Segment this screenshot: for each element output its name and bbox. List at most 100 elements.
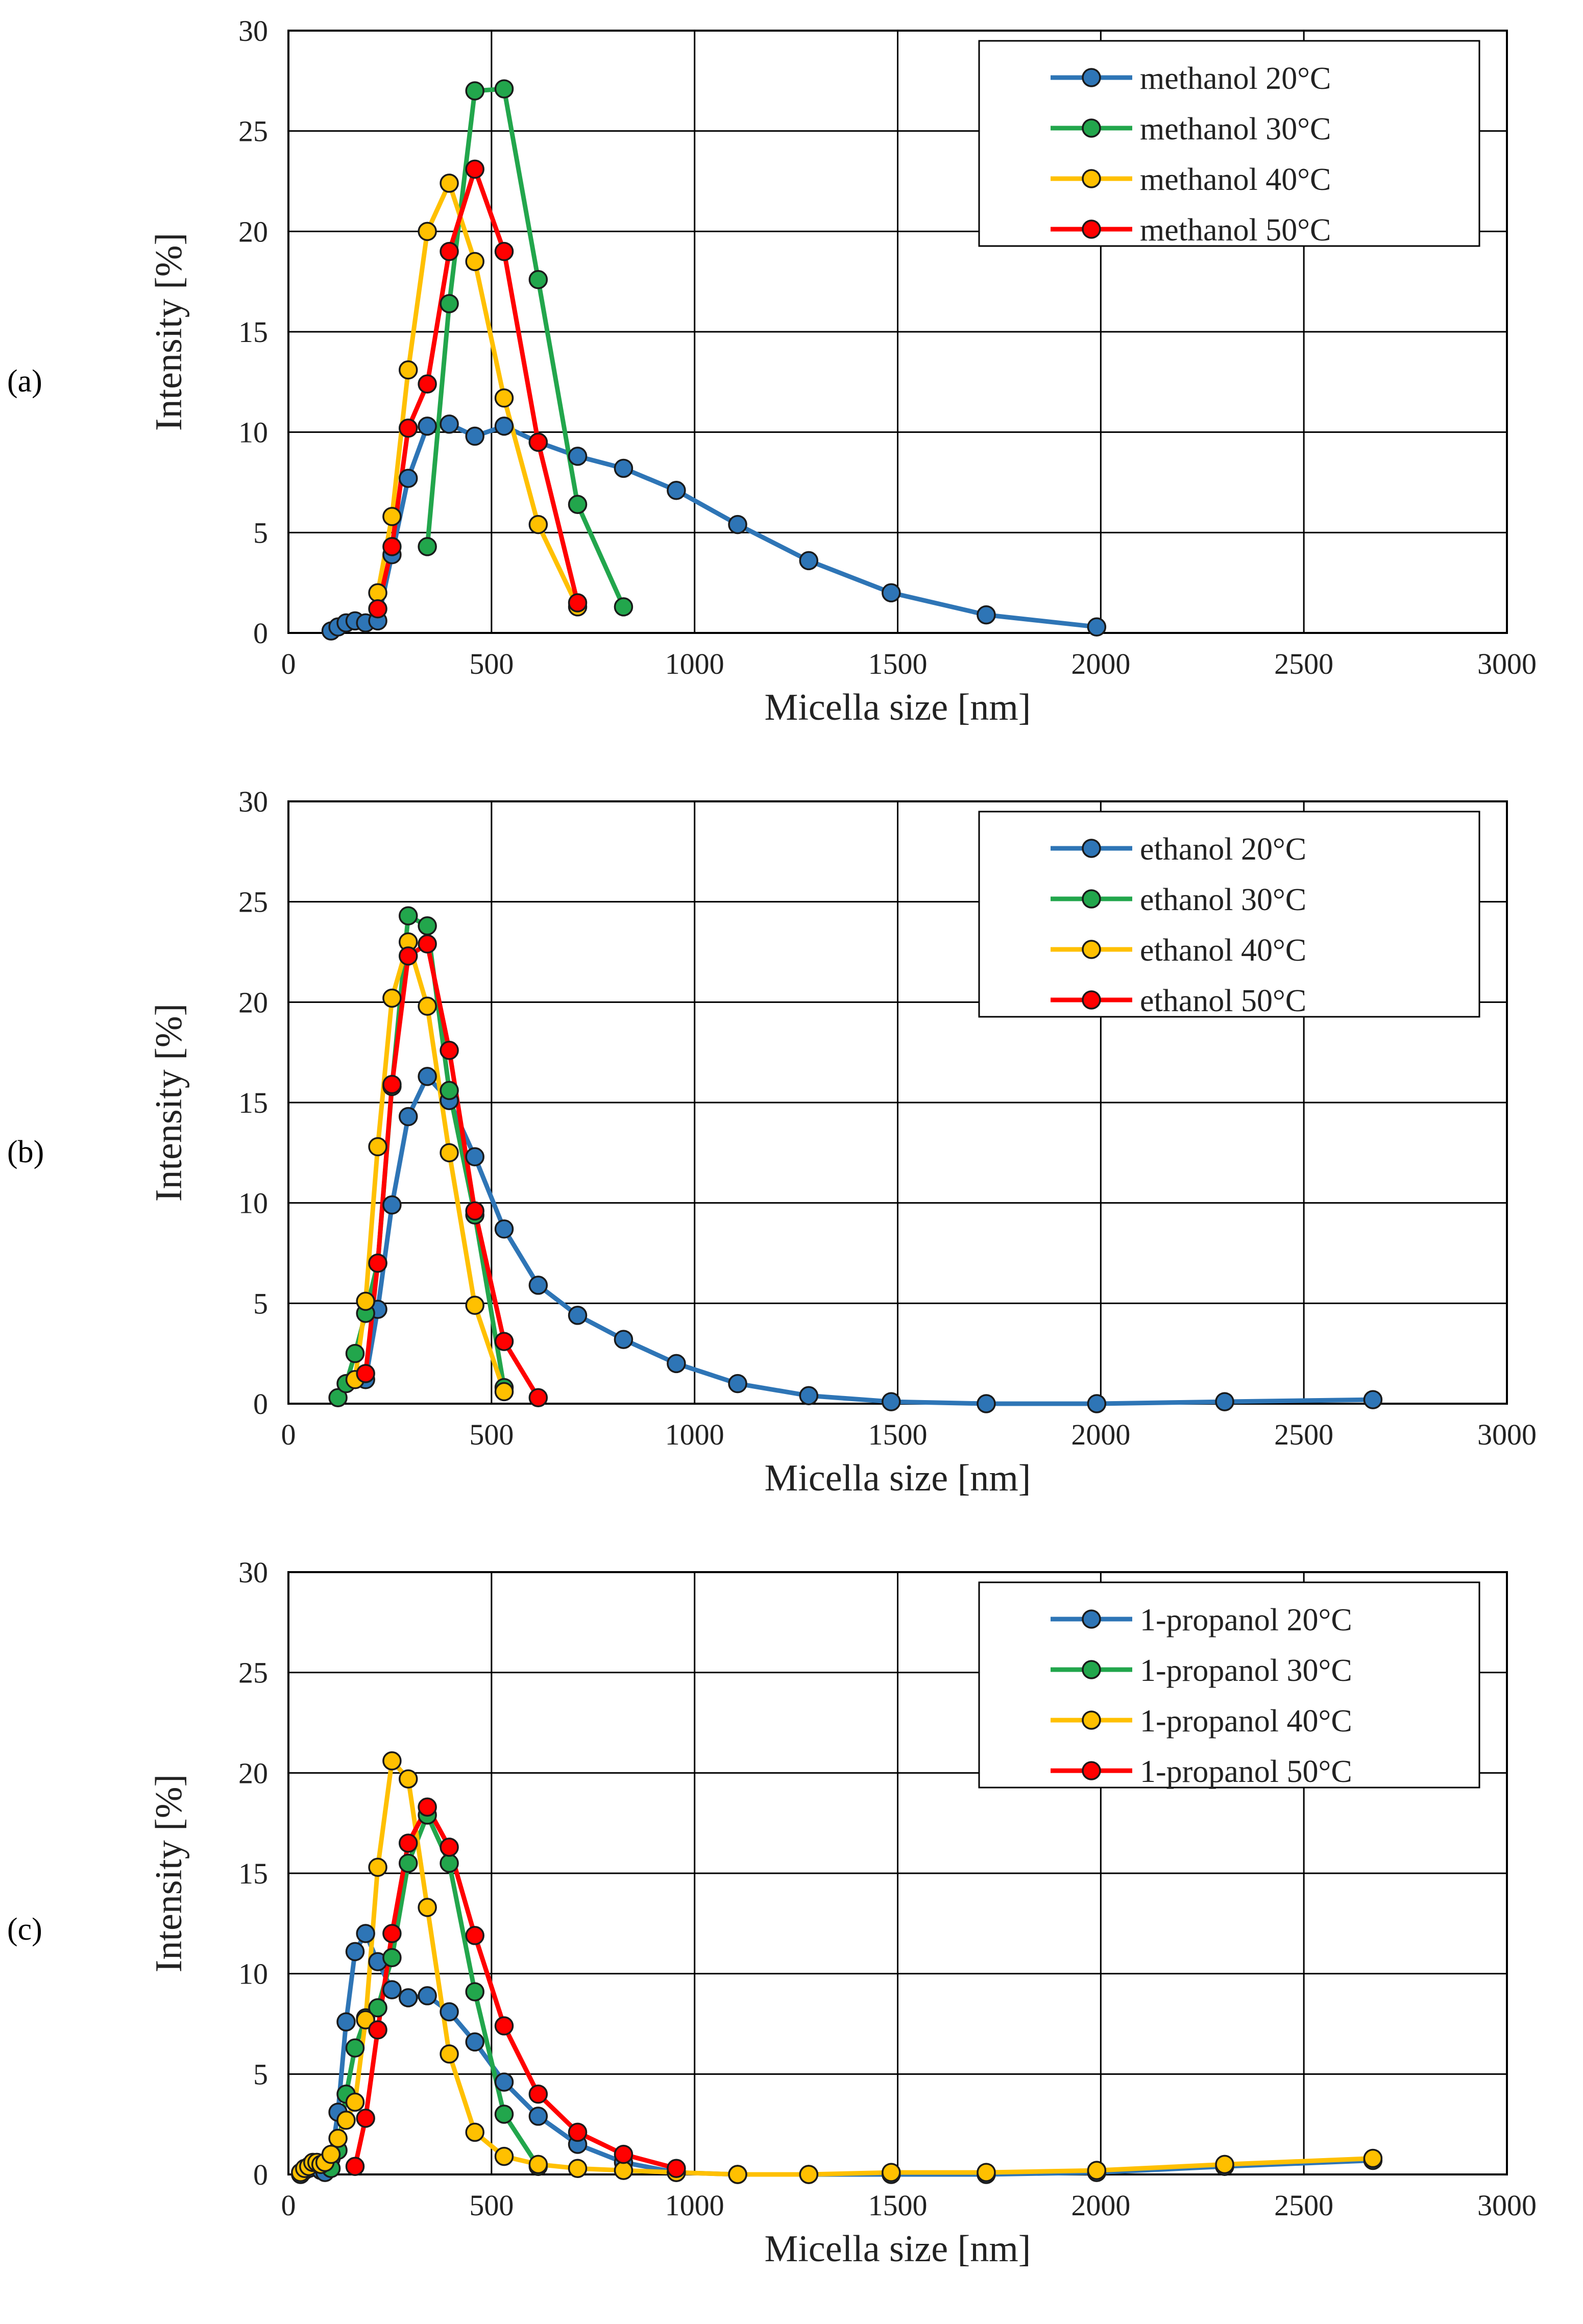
legend-swatch-marker xyxy=(1082,118,1101,138)
data-point xyxy=(418,222,437,241)
x-tick-label: 2500 xyxy=(1274,2189,1333,2222)
y-tick-label: 15 xyxy=(238,1857,268,1890)
legend-entry-label: ethanol 30°C xyxy=(1140,883,1306,917)
legend-swatch-marker xyxy=(1082,1609,1101,1629)
data-point xyxy=(418,374,437,394)
data-point xyxy=(465,252,484,272)
data-point xyxy=(494,2146,514,2166)
data-point xyxy=(568,495,588,515)
panel-label-c: (c) xyxy=(7,1912,42,1947)
data-point xyxy=(667,1354,686,1374)
data-point xyxy=(382,1924,402,1943)
panel-label-a: (a) xyxy=(7,364,42,399)
legend-swatch-marker xyxy=(1082,1710,1101,1730)
data-point xyxy=(345,2038,365,2058)
x-tick-label: 1500 xyxy=(868,2189,928,2222)
x-tick-label: 500 xyxy=(469,2189,514,2222)
data-point xyxy=(494,1219,514,1239)
data-point xyxy=(465,159,484,179)
x-tick-label: 1000 xyxy=(665,2189,724,2222)
data-point xyxy=(568,447,588,466)
data-point xyxy=(528,515,548,534)
legend-swatch-marker xyxy=(1082,169,1101,188)
y-tick-label: 5 xyxy=(253,1287,268,1320)
data-point xyxy=(614,1330,634,1349)
data-point xyxy=(398,946,418,966)
data-point xyxy=(528,1388,548,1407)
y-tick-label: 5 xyxy=(253,2058,268,2091)
x-tick-label: 2000 xyxy=(1071,647,1130,680)
data-point xyxy=(977,605,996,625)
data-point xyxy=(465,1926,484,1945)
x-tick-label: 2000 xyxy=(1071,2189,1130,2222)
data-point xyxy=(345,1942,365,1962)
x-axis-title: Micella size [nm] xyxy=(765,1457,1031,1499)
data-point xyxy=(440,2002,459,2022)
data-point xyxy=(882,1392,901,1411)
data-point xyxy=(528,432,548,452)
legend-box xyxy=(978,811,1480,1018)
x-tick-label: 3000 xyxy=(1477,2189,1537,2222)
data-point xyxy=(667,2159,686,2178)
legend-entry-label: ethanol 40°C xyxy=(1140,933,1306,968)
legend-swatch-marker xyxy=(1082,1660,1101,1679)
legend-entry-label: 1-propanol 30°C xyxy=(1140,1653,1352,1688)
data-point xyxy=(494,417,514,436)
data-point xyxy=(345,2157,365,2176)
data-point xyxy=(440,1143,459,1163)
data-point xyxy=(356,2109,375,2128)
data-point xyxy=(418,1898,437,1917)
data-point xyxy=(418,916,437,936)
x-tick-label: 0 xyxy=(281,1418,296,1451)
data-point xyxy=(568,2122,588,2142)
y-tick-label: 20 xyxy=(238,215,268,248)
data-point xyxy=(356,2010,375,2029)
data-point xyxy=(336,2012,356,2032)
data-point xyxy=(418,417,437,436)
data-point xyxy=(728,1374,747,1393)
data-point xyxy=(614,2144,634,2164)
data-point xyxy=(465,2122,484,2142)
data-point xyxy=(382,1751,402,1771)
x-axis-title: Micella size [nm] xyxy=(765,2228,1031,2270)
data-point xyxy=(328,2129,348,2148)
series-line-1 xyxy=(299,1931,1373,2177)
legend-swatch-marker xyxy=(1082,889,1101,909)
data-point xyxy=(368,1253,387,1273)
data-point xyxy=(882,583,901,603)
data-point xyxy=(398,360,418,380)
data-point xyxy=(345,2092,365,2112)
y-tick-label: 25 xyxy=(238,1656,268,1690)
data-point xyxy=(799,551,818,571)
data-point xyxy=(398,469,418,488)
legend-box xyxy=(978,1581,1480,1789)
legend-entry-label: methanol 30°C xyxy=(1140,112,1331,146)
y-tick-label: 0 xyxy=(253,2158,268,2191)
y-tick-label: 15 xyxy=(238,315,268,349)
y-tick-label: 15 xyxy=(238,1086,268,1119)
data-point xyxy=(382,1948,402,1967)
legend-swatch-marker xyxy=(1082,940,1101,959)
data-point xyxy=(494,2016,514,2036)
y-tick-label: 20 xyxy=(238,1756,268,1790)
data-point xyxy=(882,2163,901,2182)
x-tick-label: 2500 xyxy=(1274,1418,1333,1451)
data-point xyxy=(667,480,686,500)
data-point xyxy=(321,2144,341,2164)
x-tick-label: 3000 xyxy=(1477,647,1537,680)
legend-swatch-marker xyxy=(1082,68,1101,87)
data-point xyxy=(465,2032,484,2052)
y-tick-label: 20 xyxy=(238,986,268,1019)
data-point xyxy=(494,241,514,261)
x-tick-label: 0 xyxy=(281,647,296,680)
x-tick-label: 500 xyxy=(469,647,514,680)
data-point xyxy=(494,1382,514,1402)
data-point xyxy=(799,1386,818,1406)
x-tick-label: 1500 xyxy=(868,1418,928,1451)
data-point xyxy=(368,2020,387,2040)
data-point xyxy=(1215,1392,1234,1411)
data-point xyxy=(728,515,747,534)
legend-entry-label: methanol 50°C xyxy=(1140,213,1331,248)
data-point xyxy=(977,1394,996,1413)
